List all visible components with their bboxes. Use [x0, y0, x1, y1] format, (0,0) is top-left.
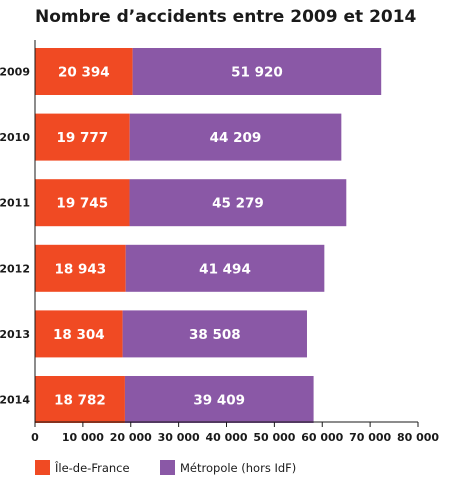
legend-swatch-series-2	[160, 460, 175, 475]
value-label-2010-series-2: 44 209	[210, 130, 262, 146]
x-tick-label: 80 000	[397, 431, 439, 444]
legend-swatch-series-1	[35, 460, 50, 475]
x-tick-label: 30 000	[158, 431, 200, 444]
bar-2014-series-1	[35, 376, 125, 423]
x-tick-label: 0	[31, 431, 39, 444]
x-tick-label: 70 000	[349, 431, 391, 444]
bar-2009-series-2	[132, 48, 382, 95]
category-label-2011: 2011	[0, 197, 30, 210]
bar-2009-series-1	[35, 48, 133, 95]
legend-label-series-2: Métropole (hors IdF)	[180, 461, 296, 475]
chart-title: Nombre d’accidents entre 2009 et 2014	[35, 7, 417, 27]
bar-2010-series-1	[35, 113, 130, 161]
category-label-2013: 2013	[0, 328, 30, 341]
bar-2014-series-2	[124, 376, 314, 423]
legend-label-series-1: Île-de-France	[54, 460, 130, 475]
value-label-2013-series-2: 38 508	[189, 327, 241, 343]
category-label-2010: 2010	[0, 131, 30, 144]
category-label-2014: 2014	[0, 394, 30, 407]
bar-2012-series-2	[125, 244, 325, 292]
value-label-2011-series-2: 45 279	[212, 196, 264, 212]
value-label-2012-series-1: 18 943	[55, 261, 107, 277]
x-tick-label: 40 000	[205, 431, 247, 444]
x-tick-label: 60 000	[301, 431, 343, 444]
bars-group: 2009 20 394 51 920 2010 19 777 44 209 2011 19 7…	[0, 48, 382, 423]
value-label-2014-series-1: 18 782	[54, 393, 106, 409]
value-label-2014-series-2: 39 409	[193, 393, 245, 409]
category-label-2009: 2009	[0, 66, 30, 79]
x-tick-label: 20 000	[110, 431, 152, 444]
value-label-2011-series-1: 19 745	[56, 196, 108, 212]
x-tick-label: 10 000	[62, 431, 104, 444]
bar-2013-series-1	[35, 310, 123, 358]
bar-2011-series-1	[35, 179, 130, 227]
x-axis: 0 10 000 20 000 30 000 40 000 50 000 60 000 70 …	[31, 40, 439, 444]
value-label-2010-series-1: 19 777	[57, 130, 109, 146]
value-label-2013-series-1: 18 304	[53, 327, 105, 343]
bar-2012-series-1	[35, 244, 126, 292]
bar-2013-series-2	[122, 310, 307, 358]
x-tick-label: 50 000	[253, 431, 295, 444]
value-label-2009-series-1: 20 394	[58, 65, 110, 81]
bar-2011-series-2	[129, 179, 347, 227]
value-label-2009-series-2: 51 920	[231, 65, 283, 81]
category-label-2012: 2012	[0, 262, 30, 275]
bar-2010-series-2	[129, 113, 342, 161]
legend: Île-de-France Métropole (hors IdF)	[35, 460, 296, 475]
value-label-2012-series-2: 41 494	[199, 261, 251, 277]
